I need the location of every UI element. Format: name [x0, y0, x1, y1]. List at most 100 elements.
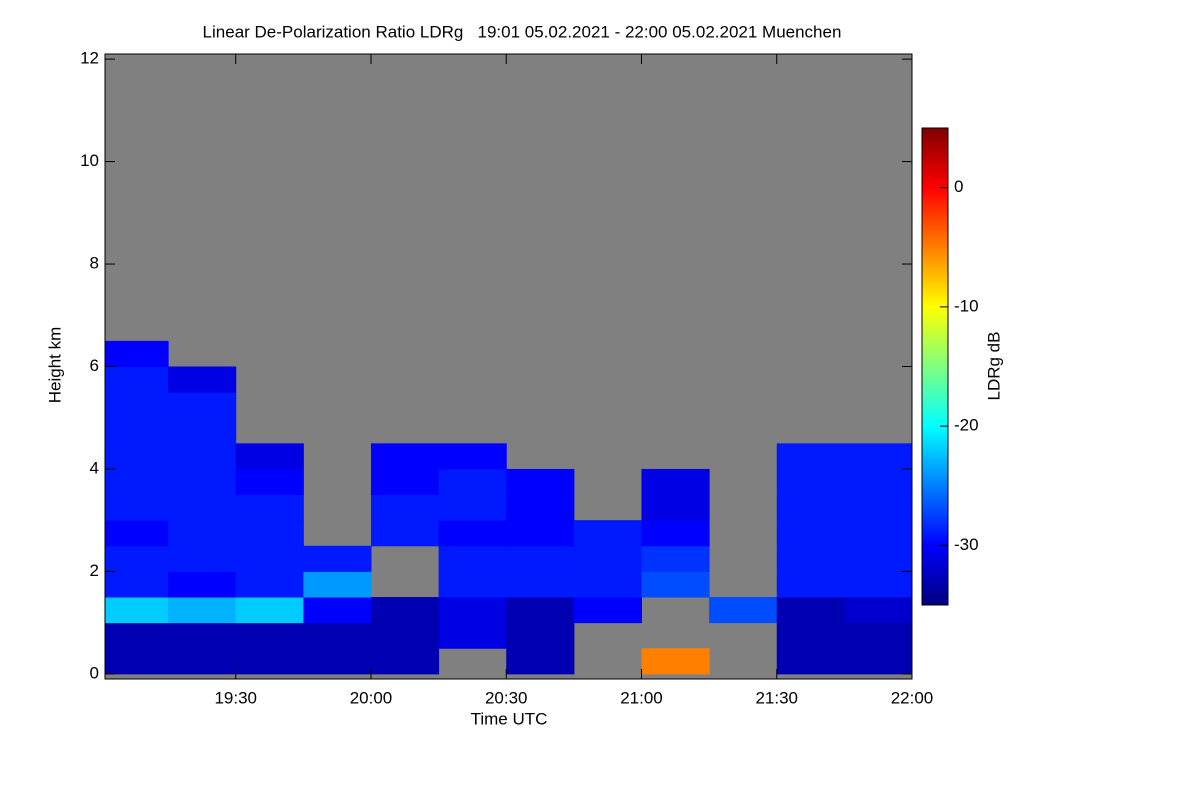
heatmap-cell	[303, 545, 372, 572]
heatmap-cell	[641, 520, 710, 547]
x-tick-label: 21:30	[755, 688, 798, 707]
x-tick-label: 21:00	[620, 688, 663, 707]
chart-title: Linear De-Polarization Ratio LDRg 19:01 …	[203, 22, 842, 41]
heatmap-cell	[506, 648, 575, 675]
heatmap-cell	[168, 545, 237, 572]
heatmap-cell	[105, 443, 169, 470]
colorbar-label: LDRg dB	[984, 332, 1003, 401]
heatmap-cell	[105, 494, 169, 521]
heatmap-cell	[506, 597, 575, 624]
heatmap-cell	[370, 597, 440, 624]
heatmap-cell	[844, 648, 912, 675]
heatmap-cell	[105, 571, 169, 598]
heatmap-cell	[844, 622, 912, 649]
y-tick-label: 4	[90, 458, 99, 477]
heatmap-cell	[235, 545, 304, 572]
heatmap-cell	[844, 468, 912, 496]
heatmap-cell	[776, 571, 845, 598]
heatmap-cell	[709, 597, 778, 624]
heatmap-cell	[105, 417, 169, 444]
heatmap-cell	[641, 571, 710, 598]
heatmap-cell	[105, 366, 169, 393]
colorbar-tick-label: -10	[954, 296, 979, 315]
heatmap-cell	[235, 622, 304, 649]
heatmap-cell	[506, 494, 575, 521]
heatmap-cell	[235, 648, 304, 675]
heatmap-cell	[641, 494, 710, 521]
colorbar-tick-label: -30	[954, 535, 979, 554]
heatmap-cell	[844, 443, 912, 470]
heatmap-cell	[844, 597, 912, 624]
heatmap-cell	[573, 571, 642, 598]
heatmap-cell	[776, 468, 845, 496]
heatmap-cell	[506, 545, 575, 572]
heatmap-cell	[641, 648, 710, 675]
heatmap-cell	[168, 366, 237, 393]
heatmap-cell	[641, 545, 710, 572]
heatmap-cell	[776, 648, 845, 675]
heatmap-cell	[438, 597, 507, 624]
heatmap-cell	[506, 520, 575, 547]
heatmap-cell	[168, 392, 237, 419]
x-axis-label: Time UTC	[471, 709, 548, 728]
heatmap-cell	[776, 622, 845, 649]
heatmap-cell	[105, 340, 169, 367]
heatmap-cell	[235, 494, 304, 521]
heatmap-cell	[438, 494, 507, 521]
heatmap-cell	[573, 597, 642, 624]
x-tick-label: 20:00	[350, 688, 393, 707]
y-tick-label: 0	[90, 663, 99, 682]
heatmap-cell	[844, 571, 912, 598]
colorbar	[921, 127, 949, 606]
heatmap-cell	[168, 520, 237, 547]
colorbar-tick-label: 0	[954, 177, 963, 196]
heatmap-cell	[776, 443, 845, 470]
heatmap-cell	[641, 468, 710, 496]
heatmap-cell	[168, 571, 237, 598]
heatmap-cell	[168, 494, 237, 521]
heatmap-cell	[370, 648, 440, 675]
heatmap-cell	[370, 468, 440, 496]
x-tick-label: 22:00	[891, 688, 934, 707]
heatmap-cell	[168, 597, 237, 624]
x-tick-label: 19:30	[214, 688, 257, 707]
heatmap	[105, 54, 912, 679]
heatmap-cell	[844, 520, 912, 547]
heatmap-cell	[438, 571, 507, 598]
x-tick-label: 20:30	[485, 688, 528, 707]
heatmap-cell	[235, 597, 304, 624]
heatmap-cell	[105, 545, 169, 572]
heatmap-cell	[235, 520, 304, 547]
heatmap-cell	[105, 648, 169, 675]
heatmap-cell	[506, 468, 575, 496]
heatmap-cell	[573, 545, 642, 572]
heatmap-cell	[303, 648, 372, 675]
heatmap-cell	[370, 443, 440, 470]
heatmap-cell	[168, 468, 237, 496]
y-tick-label: 12	[80, 49, 99, 68]
y-tick-label: 10	[80, 151, 99, 170]
heatmap-cell	[168, 443, 237, 470]
heatmap-cell	[844, 494, 912, 521]
heatmap-cell	[438, 622, 507, 649]
heatmap-cell	[438, 520, 507, 547]
heatmap-cell	[168, 648, 237, 675]
heatmap-cell	[370, 494, 440, 521]
heatmap-cell	[776, 597, 845, 624]
heatmap-cell	[235, 443, 304, 470]
heatmap-cell	[105, 392, 169, 419]
heatmap-cell	[506, 622, 575, 649]
heatmap-cell	[303, 622, 372, 649]
heatmap-cell	[303, 571, 372, 598]
heatmap-cell	[573, 520, 642, 547]
colorbar-tick-label: -20	[954, 416, 979, 435]
heatmap-cell	[438, 545, 507, 572]
y-tick-label: 8	[90, 254, 99, 273]
heatmap-cell	[844, 545, 912, 572]
y-axis-label: Height km	[45, 327, 64, 404]
heatmap-cell	[168, 622, 237, 649]
heatmap-cell	[438, 468, 507, 496]
heatmap-cell	[438, 443, 507, 470]
heatmap-cell	[235, 571, 304, 598]
